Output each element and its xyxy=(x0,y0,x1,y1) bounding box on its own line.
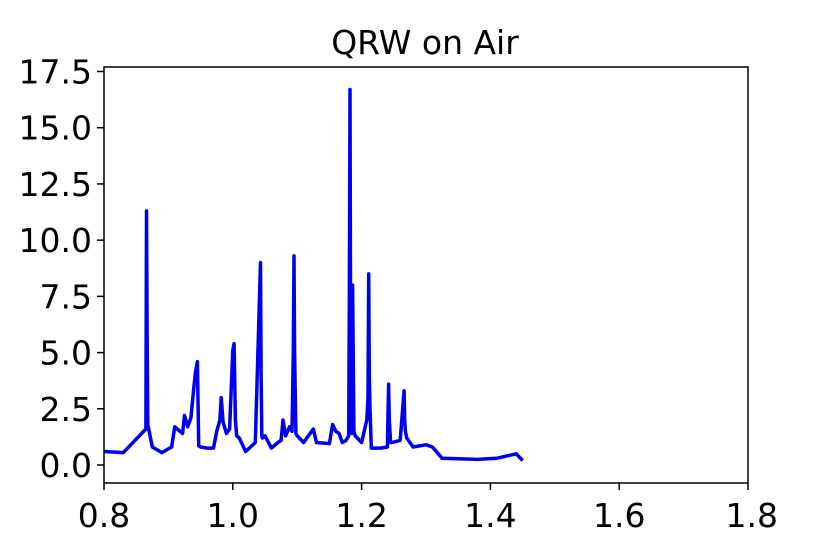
x-tick-label: 1.8 xyxy=(726,496,778,535)
y-tick-label: 15.0 xyxy=(19,109,92,148)
plot-frame xyxy=(103,66,749,484)
y-tick-label: 5.0 xyxy=(40,334,92,373)
y-tick-label: 10.0 xyxy=(19,221,92,260)
x-tick-label: 1.2 xyxy=(335,496,387,535)
x-tick-label: 1.6 xyxy=(593,496,645,535)
y-axis: 0.0 2.5 5.0 7.5 10.0 12.5 15.0 17.5 xyxy=(19,52,104,485)
y-tick-label: 2.5 xyxy=(40,390,92,429)
y-tick-label: 7.5 xyxy=(40,277,92,316)
y-tick-label: 0.0 xyxy=(40,446,92,485)
x-tick-label: 1.0 xyxy=(207,496,259,535)
x-tick-label: 0.8 xyxy=(78,496,130,535)
series-line-0 xyxy=(103,87,524,462)
y-tick-label: 12.5 xyxy=(19,165,92,204)
chart-title: QRW on Air xyxy=(331,23,519,62)
x-tick-label: 1.4 xyxy=(464,496,516,535)
x-axis: 0.8 1.0 1.2 1.4 1.6 1.8 xyxy=(78,483,778,535)
plot-area xyxy=(103,87,524,462)
y-tick-label: 17.5 xyxy=(19,52,92,91)
